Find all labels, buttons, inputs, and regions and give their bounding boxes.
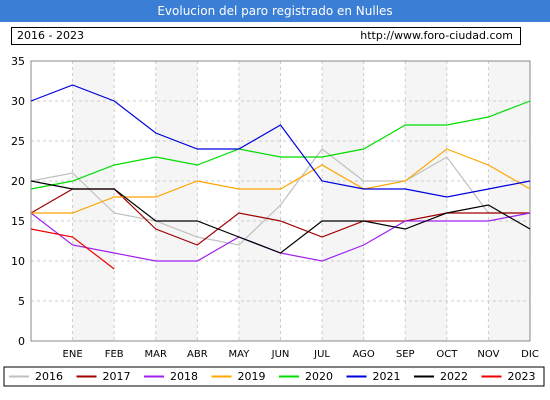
chart-title: Evolucion del paro registrado en Nulles	[0, 0, 550, 22]
series-line-2022	[30, 180, 531, 254]
y-tick-label: 0	[18, 335, 25, 348]
x-tick-label: NOV	[477, 349, 499, 360]
series-line-2023	[30, 228, 115, 270]
x-tick-label: ENE	[63, 349, 83, 360]
x-tick-label: FEB	[105, 349, 124, 360]
x-tick-label: MAY	[229, 349, 251, 360]
x-tick-label: ABR	[187, 349, 208, 360]
column-band	[114, 61, 156, 341]
legend-label: 2017	[103, 370, 131, 383]
x-tick-label: OCT	[436, 349, 458, 360]
series-line-2021	[30, 84, 531, 198]
x-tick-label: JUL	[313, 349, 330, 360]
y-tick-label: 20	[11, 175, 25, 188]
y-tick-label: 15	[11, 215, 25, 228]
plot-frame	[30, 60, 531, 342]
legend-label: 2019	[238, 370, 266, 383]
y-tick-label: 35	[11, 55, 25, 68]
column-band	[280, 61, 323, 341]
column-band	[197, 61, 239, 341]
y-tick-label: 5	[18, 295, 25, 308]
legend-label: 2016	[35, 370, 63, 383]
year-range: 2016 - 2023	[17, 29, 84, 42]
column-band	[446, 61, 489, 341]
x-tick-label: AGO	[353, 349, 375, 360]
y-tick-label: 25	[11, 135, 25, 148]
series-line-2020	[30, 100, 531, 190]
x-tick-label: SEP	[396, 349, 415, 360]
legend-label: 2020	[305, 370, 333, 383]
x-tick-label: JUN	[271, 349, 290, 360]
y-tick-label: 30	[11, 95, 25, 108]
legend-label: 2018	[170, 370, 198, 383]
x-tick-label: DIC	[521, 349, 539, 360]
x-tick-label: MAR	[145, 349, 167, 360]
info-box: 2016 - 2023 http://www.foro-ciudad.com	[11, 27, 521, 45]
legend-box	[3, 366, 545, 387]
series-line-2016	[30, 148, 530, 246]
legend-label: 2022	[440, 370, 468, 383]
column-band	[363, 61, 406, 341]
series-line-2019	[31, 148, 531, 214]
source-url[interactable]: http://www.foro-ciudad.com	[360, 29, 513, 42]
y-tick-label: 10	[11, 255, 25, 268]
legend-label: 2023	[508, 370, 536, 383]
legend-label: 2021	[373, 370, 401, 383]
